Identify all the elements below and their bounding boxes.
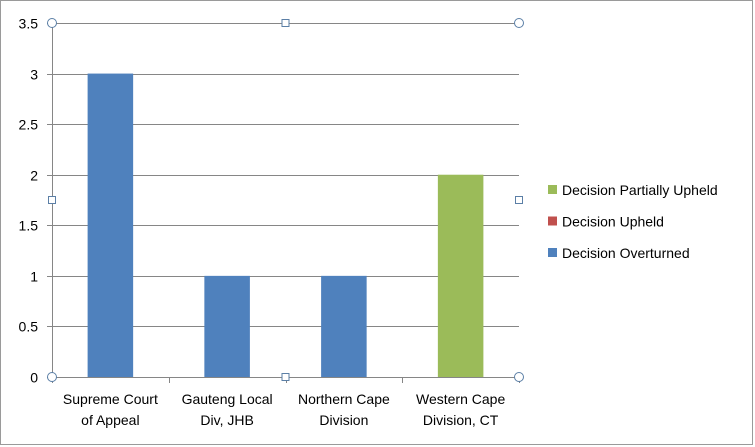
x-tick-label: Northern Cape Division <box>298 391 390 428</box>
x-tick-label: Supreme Court of Appeal <box>63 391 158 428</box>
y-tick-label: 1 <box>30 269 38 285</box>
legend-swatch-decision-upheld <box>548 216 557 226</box>
legend-label-decision-overturned: Decision Overturned <box>562 245 690 261</box>
y-tick-label: 0 <box>30 370 38 386</box>
y-tick-label: 2 <box>30 168 38 184</box>
side-resize-handle[interactable] <box>48 196 56 204</box>
bar-decision-overturned <box>204 275 250 377</box>
legend-label-decision-upheld: Decision Upheld <box>562 214 664 230</box>
plot-area-selection-handles[interactable] <box>47 18 524 382</box>
side-resize-handle[interactable] <box>515 196 523 204</box>
legend: Decision Partially Upheld Decision Upheld… <box>548 182 718 261</box>
bars <box>87 73 484 378</box>
bar-decision-overturned <box>87 73 134 378</box>
x-tick-label: Western Cape Division, CT <box>416 391 505 428</box>
legend-swatch-decision-partially-upheld <box>548 185 557 194</box>
side-resize-handle[interactable] <box>281 373 290 381</box>
y-tick-label: 3 <box>30 67 38 83</box>
x-tick-label: Gauteng Local Div, JHB <box>182 391 273 428</box>
legend-swatch-decision-overturned <box>548 248 557 257</box>
resize-grip-icon[interactable]: ···· <box>373 0 388 5</box>
y-tick-labels: 0 0.5 1 1.5 2 2.5 3 3.5 <box>19 16 39 386</box>
corner-resize-handle[interactable] <box>47 18 57 28</box>
corner-resize-handle[interactable] <box>47 372 57 382</box>
y-tick-label: 0.5 <box>19 319 39 335</box>
corner-resize-handle[interactable] <box>514 372 524 382</box>
corner-resize-handle[interactable] <box>514 18 524 28</box>
y-tick-label: 2.5 <box>19 117 39 133</box>
y-tick-label: 3.5 <box>19 16 39 32</box>
legend-label-decision-partially-upheld: Decision Partially Upheld <box>562 182 718 198</box>
y-tick-label: 1.5 <box>19 218 39 234</box>
bar-decision-partially-upheld <box>437 174 484 377</box>
x-tick-labels: Supreme Court of Appeal Gauteng Local Div, … <box>63 391 506 428</box>
bar-decision-overturned <box>321 275 367 377</box>
side-resize-handle[interactable] <box>281 19 290 27</box>
